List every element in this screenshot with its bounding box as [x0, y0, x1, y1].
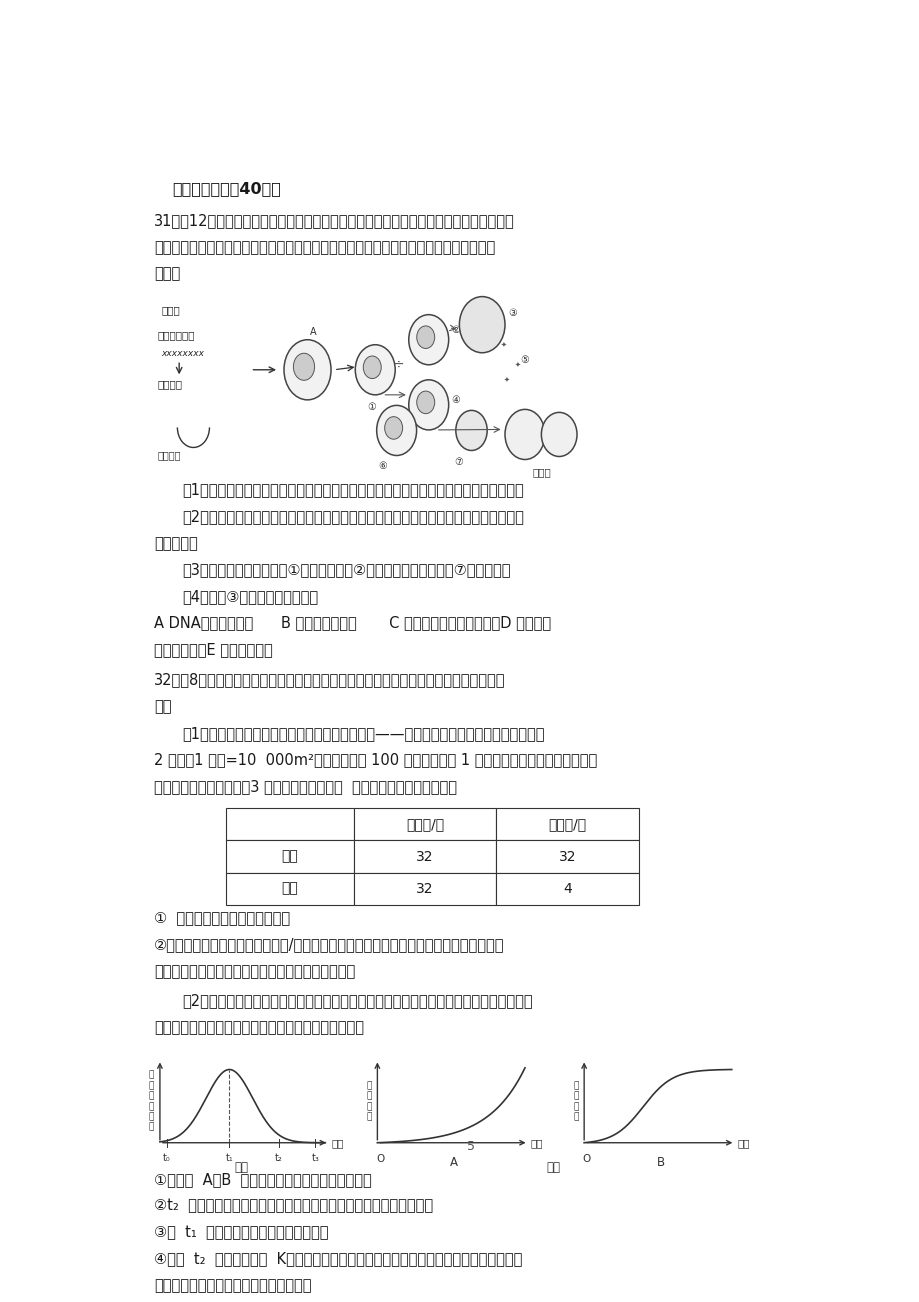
Bar — [354, 872, 496, 905]
Text: ①  种调查种群密度的方法称为。: ① 种调查种群密度的方法称为。 — [154, 910, 290, 926]
Text: ②该草地布氏田鼠的种群密度为只/公顷事实上田鼠在被捕捉后会更难捕捉，上述计算所得: ②该草地布氏田鼠的种群密度为只/公顷事实上田鼠在被捕捉后会更难捕捉，上述计算所得 — [154, 937, 505, 952]
Text: 时间: 时间 — [737, 1138, 749, 1148]
Text: 2 公顷（1 公顷=10  000m²），随机布设 100 个鼠笼，放置 1 夜后，统计所捕获的鼠数量和性: 2 公顷（1 公顷=10 000m²），随机布设 100 个鼠笼，放置 1 夜后… — [154, 753, 596, 767]
Bar — [496, 809, 639, 841]
Ellipse shape — [355, 345, 395, 395]
Text: xxxxxxxx: xxxxxxxx — [161, 349, 204, 358]
Ellipse shape — [416, 391, 435, 414]
Text: t₀: t₀ — [163, 1152, 170, 1163]
Ellipse shape — [408, 315, 448, 365]
Ellipse shape — [284, 340, 331, 400]
Text: 标记数/只: 标记数/只 — [548, 818, 586, 832]
Bar — [225, 809, 354, 841]
Ellipse shape — [459, 297, 505, 353]
Text: 别等，进行标记后放归；3 日后进行重捕与调查  所得到的调查数据如下表。: 别等，进行标记后放归；3 日后进行重捕与调查 所得到的调查数据如下表。 — [154, 779, 457, 794]
Ellipse shape — [455, 410, 487, 450]
Text: 题：: 题： — [154, 699, 172, 713]
Text: ②t₂  时期后，种群数量不再增加，其主要原因是、（答出两点即可）: ②t₂ 时期后，种群数量不再增加，其主要原因是、（答出两点即可） — [154, 1198, 433, 1213]
Text: 32: 32 — [416, 849, 434, 863]
Text: ⑤: ⑤ — [520, 354, 528, 365]
Bar — [225, 841, 354, 872]
Text: 捕获数/只: 捕获数/只 — [405, 818, 444, 832]
Text: 细胞有关。: 细胞有关。 — [154, 535, 198, 551]
Text: （1）接种基因疫苗后，目的基因指导合成的病原体蛋白，作为刺激人体产生初次免疫。: （1）接种基因疫苗后，目的基因指导合成的病原体蛋白，作为刺激人体产生初次免疫。 — [183, 483, 524, 497]
Text: 时间: 时间 — [331, 1138, 343, 1148]
Text: 时间: 时间 — [530, 1138, 542, 1148]
Bar — [354, 809, 496, 841]
Text: 种
群
增
长
速
率: 种 群 增 长 速 率 — [149, 1070, 154, 1131]
Text: 图二: 图二 — [546, 1161, 560, 1174]
Text: 量，应使这种鱼的种群数量保持在水平。: 量，应使这种鱼的种群数量保持在水平。 — [154, 1279, 312, 1293]
Text: ②: ② — [451, 324, 460, 335]
Ellipse shape — [505, 409, 544, 460]
Text: 有较多突起；E 分泌淋巴因子: 有较多突起；E 分泌淋巴因子 — [154, 642, 273, 658]
Ellipse shape — [376, 405, 416, 456]
Text: 32．（8分）种群数量是生态学研究的重要问题之一，根据种群的相关知识，回答下列问: 32．（8分）种群数量是生态学研究的重要问题之一，根据种群的相关知识，回答下列问 — [154, 673, 505, 687]
Text: 二、非选择题（40分）: 二、非选择题（40分） — [172, 181, 280, 197]
Ellipse shape — [293, 353, 314, 380]
Text: ⑥: ⑥ — [378, 461, 386, 470]
Text: B: B — [655, 1156, 664, 1169]
Bar — [496, 872, 639, 905]
Bar — [154, 297, 806, 473]
Text: ✦: ✦ — [515, 362, 520, 367]
Text: 靶细胞: 靶细胞 — [532, 467, 550, 478]
Text: 重捕: 重捕 — [281, 881, 298, 896]
Text: O: O — [582, 1154, 590, 1164]
Text: 扩增纯化: 扩增纯化 — [158, 450, 181, 461]
Text: （4）细胞③的功能或特性包括。: （4）细胞③的功能或特性包括。 — [183, 589, 319, 604]
Text: ✦: ✦ — [504, 376, 509, 383]
Bar — [225, 872, 354, 905]
Text: ⑦: ⑦ — [454, 457, 462, 466]
Text: （1）某研究机构对我国北方草原上一种主要害鼠——布氏田鼠进行了调查，调查总面积为: （1）某研究机构对我国北方草原上一种主要害鼠——布氏田鼠进行了调查，调查总面积为 — [183, 725, 545, 741]
Text: t₁: t₁ — [225, 1152, 233, 1163]
Ellipse shape — [363, 355, 380, 379]
Text: 统后的种群增长速率随时间的变化曲线，请分析回答：: 统后的种群增长速率随时间的变化曲线，请分析回答： — [154, 1019, 364, 1035]
Text: 32: 32 — [559, 849, 576, 863]
Text: 初捕: 初捕 — [281, 849, 298, 863]
Text: （3）在初次免疫中，接受①的刺激后细胞②将作出的反应是；细胞⑦的作用是。: （3）在初次免疫中，接受①的刺激后细胞②将作出的反应是；细胞⑦的作用是。 — [183, 562, 511, 577]
Text: 32: 32 — [416, 881, 434, 896]
Text: 内，让其在宿主细胞中表达，诱导机体产生免疫应答。其主要机制如下图；请据图回答有: 内，让其在宿主细胞中表达，诱导机体产生免疫应答。其主要机制如下图；请据图回答有 — [154, 240, 495, 255]
Text: t₂: t₂ — [275, 1152, 282, 1163]
Text: 病原蛋白基因: 病原蛋白基因 — [158, 331, 195, 340]
Text: 4: 4 — [562, 881, 572, 896]
Ellipse shape — [384, 417, 403, 439]
Text: （2）与初次免疫比较，当机体再次接触相同抗原时免疫的特点是，与（填图中的编号）: （2）与初次免疫比较，当机体再次接触相同抗原时免疫的特点是，与（填图中的编号） — [183, 509, 524, 525]
Text: A DNA周期性复制；      B 核孔数量较多；       C 内质网、高尔基体发达；D 细胞表面: A DNA周期性复制； B 核孔数量较多； C 内质网、高尔基体发达；D 细胞表… — [154, 616, 550, 630]
Text: 关问题: 关问题 — [154, 267, 180, 281]
Text: t₃: t₃ — [312, 1152, 319, 1163]
Text: ÷: ÷ — [391, 358, 403, 372]
Ellipse shape — [408, 380, 448, 430]
Bar — [496, 841, 639, 872]
Text: 31．（12分）基因疫苗是将编码病原体蛋白的基因插到质粒上，然后将之导入人或动物体: 31．（12分）基因疫苗是将编码病原体蛋白的基因插到质粒上，然后将之导入人或动物… — [154, 214, 515, 228]
Text: 种
群
数
量: 种 群 数 量 — [366, 1081, 371, 1121]
Text: A: A — [310, 327, 316, 337]
Text: 种
群
数
量: 种 群 数 量 — [573, 1081, 578, 1121]
Ellipse shape — [540, 413, 576, 457]
Text: （2）某研究所对某个河流生态系统进行了几年的跟踪调查，图一表示某种鱼迁入此生态系: （2）某研究所对某个河流生态系统进行了几年的跟踪调查，图一表示某种鱼迁入此生态系 — [183, 993, 533, 1008]
Text: ①图二中  A、B  能反映鱼种群数量变化的曲线是。: ①图二中 A、B 能反映鱼种群数量变化的曲线是。 — [154, 1172, 371, 1187]
Text: 的种群密度与实际种群密度相比可能会偏（高／低）: 的种群密度与实际种群密度相比可能会偏（高／低） — [154, 963, 355, 979]
Ellipse shape — [416, 326, 435, 349]
Text: ④: ④ — [451, 395, 460, 405]
Text: 图一: 图一 — [234, 1161, 248, 1174]
Text: 5: 5 — [467, 1141, 475, 1154]
Text: ①: ① — [367, 402, 376, 411]
Text: O: O — [376, 1154, 384, 1164]
Text: ③: ③ — [507, 307, 516, 318]
Text: 重组质粒: 重组质粒 — [158, 379, 183, 389]
Text: ④若在  t₂  时种群数量为  K，为了保护这种鱼类资源不被破坏，以便持续地获得最大捕鱼: ④若在 t₂ 时种群数量为 K，为了保护这种鱼类资源不被破坏，以便持续地获得最大… — [154, 1251, 522, 1267]
Text: 病原体: 病原体 — [161, 305, 180, 315]
Text: ✦: ✦ — [500, 341, 506, 348]
Bar — [354, 841, 496, 872]
Text: A: A — [449, 1156, 457, 1169]
Text: ③在  t₁  时该种群的年龄组成最可能为型: ③在 t₁ 时该种群的年龄组成最可能为型 — [154, 1225, 328, 1240]
